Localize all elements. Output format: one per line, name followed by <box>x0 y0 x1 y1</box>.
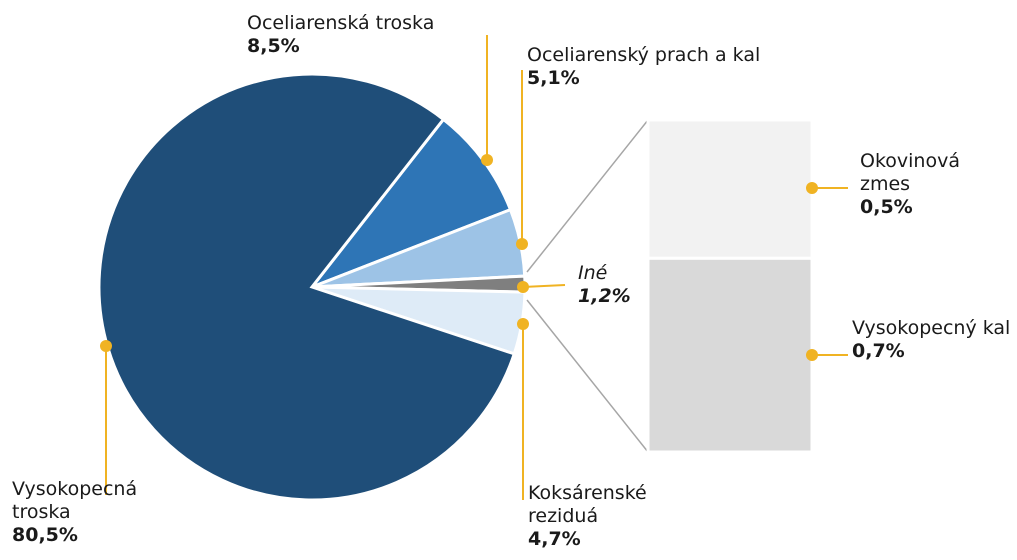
data-label: Koksárenské reziduá 4,7% <box>528 482 688 551</box>
category-label: Vysokopecný kal <box>852 317 1011 339</box>
data-label: Iné 1,2% <box>578 262 658 308</box>
data-label: Oceliarenský prach a kal 5,1% <box>527 44 827 90</box>
connector <box>526 299 649 453</box>
leader-line <box>522 284 566 288</box>
data-label: Vysokopecný kal 0,7% <box>852 317 1012 363</box>
leader-dot <box>517 281 529 293</box>
leader-dot <box>517 318 529 330</box>
leader-dot <box>806 349 818 361</box>
sub-bar <box>646 118 814 260</box>
leader-dot <box>806 182 818 194</box>
data-label: Vysokopecná troska 80,5% <box>12 478 152 547</box>
value-label: 4,7% <box>528 528 581 550</box>
data-label: Oceliarenská troska 8,5% <box>247 12 507 58</box>
category-label: Oceliarenská troska <box>247 12 435 34</box>
data-label: Okovinová zmes 0,5% <box>860 150 985 219</box>
value-label: 0,7% <box>852 340 905 362</box>
value-label: 0,5% <box>860 196 913 218</box>
category-label: Vysokopecná troska <box>12 478 138 523</box>
category-label: Iné <box>578 262 608 284</box>
category-label: Oceliarenský prach a kal <box>527 44 761 66</box>
leader-dot <box>516 238 528 250</box>
value-label: 5,1% <box>527 67 580 89</box>
category-label: Koksárenské reziduá <box>528 482 647 527</box>
category-label: Okovinová zmes <box>860 150 960 195</box>
value-label: 80,5% <box>12 524 78 546</box>
sub-bar <box>646 256 814 454</box>
leader-dot <box>481 154 493 166</box>
value-label: 1,2% <box>578 285 631 307</box>
leader-dot <box>100 340 112 352</box>
connector <box>526 119 649 273</box>
value-label: 8,5% <box>247 35 300 57</box>
